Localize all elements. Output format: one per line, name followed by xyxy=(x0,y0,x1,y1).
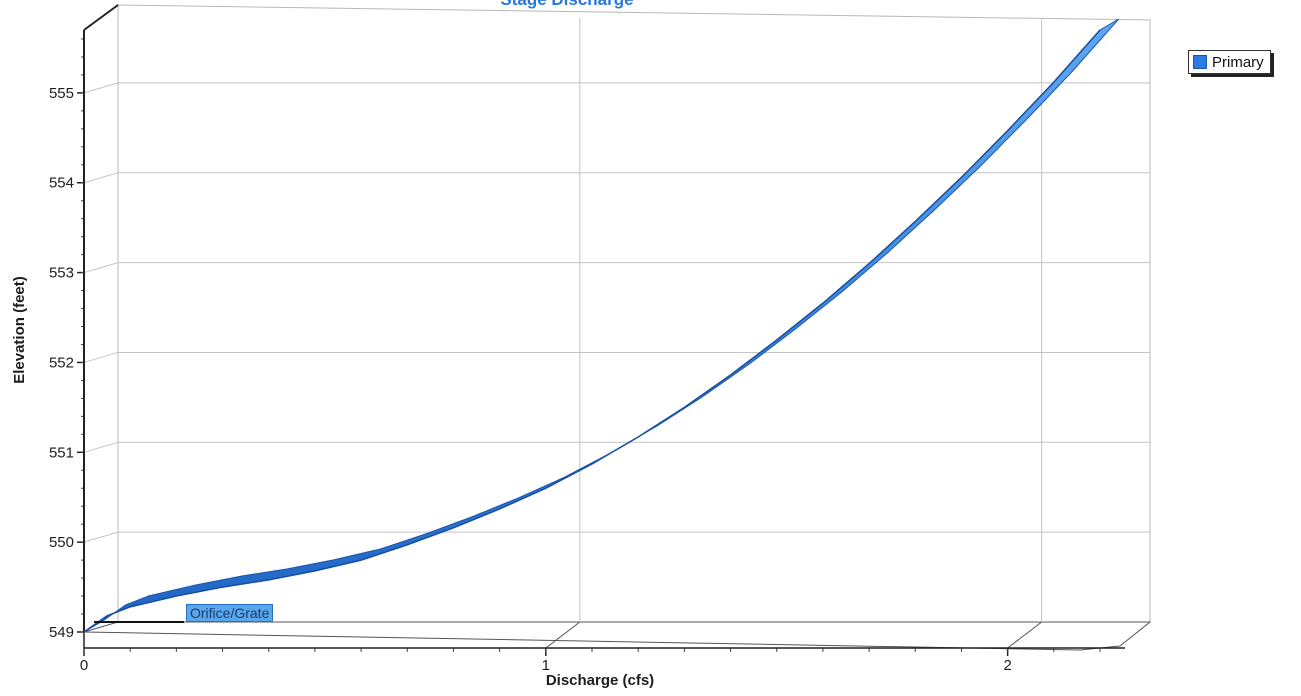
gridline-y-wall xyxy=(83,351,119,363)
x-axis-title: Discharge (cfs) xyxy=(546,672,654,689)
series-line-primary xyxy=(83,29,1101,633)
gridline-y-wall xyxy=(83,172,119,184)
gridline-x-floor xyxy=(545,621,581,649)
chart-title: Stage Discharge xyxy=(500,0,633,9)
y-axis-title: Elevation (feet) xyxy=(11,276,28,384)
y-tick-label: 551 xyxy=(49,444,74,461)
legend-label-primary: Primary xyxy=(1212,53,1264,71)
x-tick-label: 0 xyxy=(80,657,88,674)
y-tick-label: 554 xyxy=(49,175,74,192)
gridline-x-floor xyxy=(1007,621,1042,649)
tick-labels: 549 550 551 552 553 554 555 0 1 2 xyxy=(49,85,1012,674)
y-tick-label: 552 xyxy=(49,354,74,371)
annotation-orifice-grate: Orifice/Grate xyxy=(186,604,274,622)
y-tick-label: 553 xyxy=(49,265,74,282)
gridline-y-wall xyxy=(83,262,119,274)
legend: Primary xyxy=(1188,50,1271,74)
y-tick-label: 555 xyxy=(49,85,74,102)
series-primary xyxy=(83,18,1120,633)
y-tick-label: 550 xyxy=(49,534,74,551)
x-tick-label: 2 xyxy=(1003,657,1011,674)
y-tick-label: 549 xyxy=(49,624,74,641)
gridline-y-wall xyxy=(83,531,119,543)
floor-plane xyxy=(83,621,1152,651)
gridline-y-wall xyxy=(83,441,119,453)
legend-swatch-primary xyxy=(1193,55,1207,69)
x-tick-label: 1 xyxy=(542,657,550,674)
axes xyxy=(77,30,1125,656)
left-wall-top xyxy=(83,4,119,31)
gridline-y-wall xyxy=(83,82,119,94)
plot-box xyxy=(83,4,1152,651)
grid xyxy=(83,18,1150,649)
back-wall xyxy=(117,4,1151,623)
